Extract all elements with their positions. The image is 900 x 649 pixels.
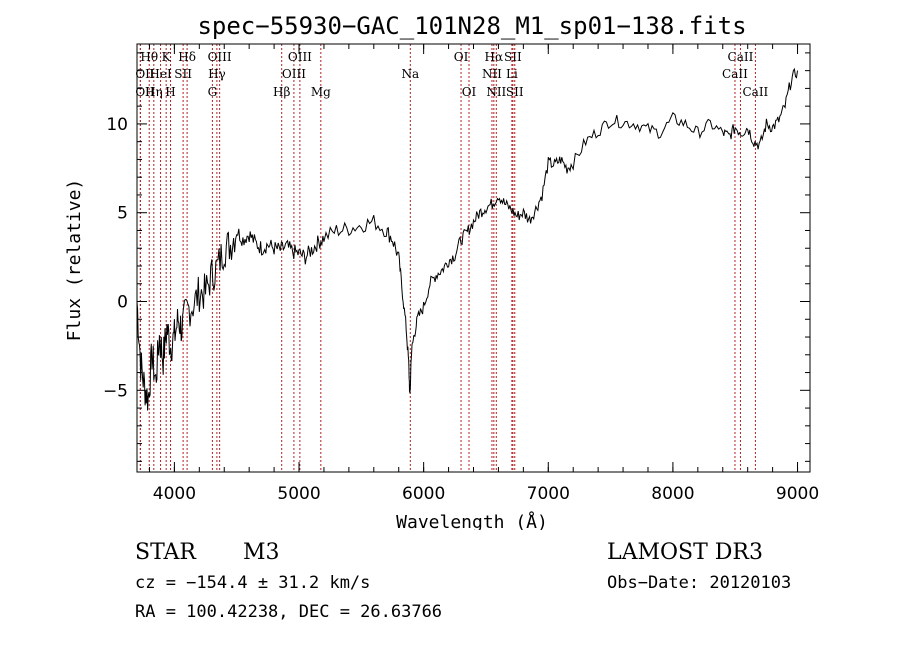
redshift-cz: cz = −154.4 ± 31.2 km/s [135, 573, 371, 593]
x-tick-label-4: 8000 [651, 484, 694, 504]
line-label-15: Mg [311, 85, 331, 99]
spectrum-line [136, 67, 798, 411]
line-label-18: OI [462, 85, 477, 99]
y-axis-label: Flux (relative) [64, 179, 85, 342]
plot-area [136, 67, 798, 411]
y-tick-label-3: 10 [106, 115, 128, 135]
object-class: STAR [135, 540, 196, 565]
object-subclass: M3 [243, 540, 280, 565]
line-label-21: NII [482, 67, 502, 81]
spectral-line-markers [139, 44, 756, 472]
line-label-6: Hδ [178, 50, 196, 64]
line-label-4: HeI [149, 67, 172, 81]
x-tick-label-3: 7000 [527, 484, 570, 504]
coordinates: RA = 100.42238, DEC = 26.63766 [135, 602, 443, 622]
x-axis-label: Wavelength (Å) [396, 511, 548, 530]
line-label-20: SII [504, 50, 522, 64]
line-label-7: SII [174, 67, 192, 81]
line-label-26: CaII [722, 67, 748, 81]
line-label-24: SII [506, 85, 524, 99]
line-label-10: Hγ [208, 67, 226, 81]
line-label-3: K [162, 50, 172, 64]
line-label-11: G [208, 85, 218, 99]
spectrum-chart: spec−55930−GAC_101N28_M1_sp01−138.fits W… [64, 12, 819, 530]
line-label-9: OIII [208, 50, 232, 64]
x-tick-label-0: 4000 [153, 484, 196, 504]
line-label-13: OIII [282, 67, 306, 81]
axes: 4000 5000 6000 7000 8000 9000 −5 0 5 10 [103, 43, 819, 504]
chart-title: spec−55930−GAC_101N28_M1_sp01−138.fits [197, 12, 746, 40]
line-label-5: Hη [145, 85, 163, 99]
line-label-25: CaII [728, 50, 754, 64]
line-label-23: NII [486, 85, 506, 99]
x-tick-label-1: 5000 [277, 484, 320, 504]
line-label-14: Hβ [273, 85, 290, 99]
survey-name: LAMOST DR3 [607, 540, 763, 565]
y-tick-label-1: 0 [117, 293, 128, 313]
line-label-27: CaII [742, 85, 768, 99]
line-label-16: Na [401, 67, 419, 81]
observation-date: Obs−Date: 20120103 [607, 573, 792, 593]
plot-frame [136, 43, 811, 473]
x-tick-label-5: 9000 [776, 484, 819, 504]
line-label-17: OI [454, 50, 469, 64]
line-label-0: Hθ [140, 50, 158, 64]
line-label-22: Li [506, 67, 518, 81]
y-tick-label-0: −5 [103, 381, 128, 401]
x-tick-label-2: 6000 [402, 484, 445, 504]
line-label-19: Hα [485, 50, 504, 64]
y-tick-label-2: 5 [117, 204, 128, 224]
line-label-12: OIII [288, 50, 312, 64]
line-label-8: H [165, 85, 175, 99]
